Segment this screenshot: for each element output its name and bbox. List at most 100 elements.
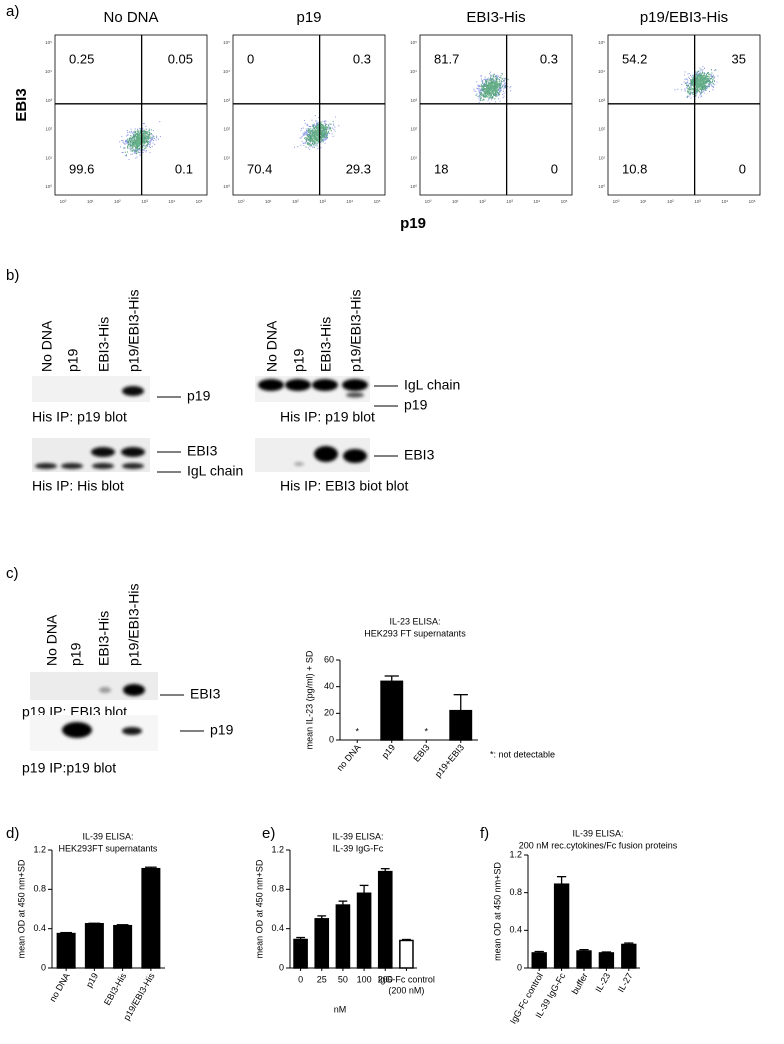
blot-band — [342, 379, 368, 391]
y-tick-label: 1.2 — [271, 844, 284, 854]
band-label: p19 — [210, 722, 234, 738]
axis-tick-label: 10⁴ — [721, 199, 728, 204]
bar — [84, 923, 104, 969]
blot-band — [122, 386, 144, 396]
y-axis-label: EBI3 — [13, 88, 30, 121]
quadrant-value: 0 — [247, 51, 254, 66]
blot-band — [285, 379, 311, 391]
not-detectable-marker: * — [355, 726, 359, 736]
band-label: IgL chain — [187, 463, 243, 479]
bar — [314, 918, 330, 969]
bar — [553, 883, 570, 969]
quadrant-value: 54.2 — [622, 51, 647, 66]
bar — [56, 932, 76, 969]
footnote: *: not detectable — [490, 749, 555, 759]
x-tick-label: p19+EBI3 — [433, 742, 466, 779]
bar — [141, 867, 161, 969]
y-tick-label: 0 — [517, 962, 522, 972]
event-core — [685, 68, 716, 98]
y-axis-label: mean IL-23 (pg/ml) + SD — [304, 650, 314, 749]
blot-caption: His IP: His blot — [32, 478, 124, 494]
bar — [531, 952, 547, 969]
lane-label: p19 — [65, 348, 81, 372]
axis-tick-label: 10⁰ — [598, 184, 605, 189]
axis-tick-label: 10³ — [319, 199, 326, 204]
x-tick-label: IL-27 — [616, 971, 635, 994]
lane-label: p19/EBI3-His — [348, 290, 364, 372]
blot-band — [123, 684, 145, 696]
axis-tick-label: 10³ — [694, 199, 701, 204]
chart-title: 200 nM rec.cytokines/Fc fusion proteins — [519, 840, 678, 850]
quadrant-value: 35 — [732, 51, 746, 66]
quadrant-value: 99.6 — [69, 161, 94, 176]
chart-title: IL-39 ELISA: — [572, 828, 623, 838]
axis-tick-label: 10⁴ — [598, 69, 605, 74]
blot-caption: His IP: p19 blot — [280, 409, 375, 425]
panel-label: d) — [6, 825, 19, 842]
y-tick-label: 0 — [41, 962, 46, 972]
band-label: p19 — [404, 397, 428, 413]
axis-tick-label: 10⁰ — [60, 199, 67, 204]
y-tick-label: 1.2 — [33, 844, 46, 854]
blot-band — [92, 463, 114, 469]
x-tick-label: no DNA — [335, 742, 363, 773]
axis-tick-label: 10⁴ — [346, 199, 353, 204]
bar — [377, 870, 393, 969]
lane-label: p19/EBI3-His — [126, 584, 142, 666]
x-tick-label: buffer — [570, 971, 590, 996]
axis-tick-label: 10⁵ — [598, 40, 605, 45]
quadrant-value: 29.3 — [346, 161, 371, 176]
y-axis-label: mean OD at 450 nm+SD — [492, 862, 502, 961]
axis-tick-label: 10² — [114, 199, 121, 204]
blot-band — [61, 463, 83, 469]
blot-band — [35, 463, 57, 469]
axis-tick-label: 10¹ — [452, 199, 459, 204]
blot-band — [62, 722, 92, 738]
plot-frame — [607, 34, 761, 196]
quadrant-value: 0 — [739, 161, 746, 176]
blot-band — [122, 463, 144, 469]
axis-tick-label: 10¹ — [45, 155, 52, 160]
axis-tick-label: 10⁰ — [613, 199, 620, 204]
axis-tick-label: 10⁵ — [196, 199, 203, 204]
axis-tick-label: 10² — [598, 127, 605, 132]
y-tick-label: 0 — [279, 962, 284, 972]
axis-tick-label: 10² — [667, 199, 674, 204]
axis-tick-label: 10⁰ — [425, 199, 432, 204]
chart-title: IL-39 ELISA: — [82, 831, 133, 841]
axis-tick-label: 10³ — [506, 199, 513, 204]
plot-frame — [232, 34, 386, 196]
lane-label: p19 — [291, 348, 307, 372]
y-tick-label: 20 — [324, 708, 334, 718]
y-tick-label: 0.4 — [509, 925, 522, 935]
plot-title: EBI3-His — [466, 9, 525, 26]
quadrant-value: 10.8 — [622, 161, 647, 176]
bar — [335, 904, 351, 969]
x-tick-label: 0 — [298, 974, 303, 984]
chart-title: IL-39 IgG-Fc — [333, 843, 384, 853]
quadrant-value: 18 — [434, 161, 448, 176]
axis-tick-label: 10⁴ — [410, 69, 417, 74]
x-axis-label: nM — [334, 1004, 347, 1014]
x-tick-label: 100 — [357, 974, 372, 984]
blot-caption: p19 IP:p19 blot — [22, 760, 116, 776]
axis-tick-label: 10⁰ — [45, 184, 52, 189]
axis-tick-label: 10⁵ — [45, 40, 52, 45]
x-tick-label: IL-23 — [593, 971, 612, 994]
x-tick-label: EBI3 — [411, 742, 431, 763]
x-tick-label: 25 — [317, 974, 327, 984]
y-tick-label: 0.4 — [271, 923, 284, 933]
axis-tick-label: 10⁰ — [410, 184, 417, 189]
blot-band — [258, 379, 284, 391]
x-tick-label: IgG-Fc control — [378, 974, 435, 984]
axis-tick-label: 10¹ — [598, 155, 605, 160]
blot-band — [314, 446, 338, 462]
axis-tick-label: 10⁰ — [238, 199, 245, 204]
plot-title: p19/EBI3-His — [640, 9, 728, 26]
lane-label: EBI3-His — [96, 317, 112, 372]
axis-tick-label: 10³ — [223, 98, 230, 103]
blot-band — [343, 449, 367, 463]
panel-label: f) — [480, 825, 489, 842]
quadrant-value: 0.1 — [175, 161, 193, 176]
y-tick-label: 1.2 — [509, 849, 522, 859]
